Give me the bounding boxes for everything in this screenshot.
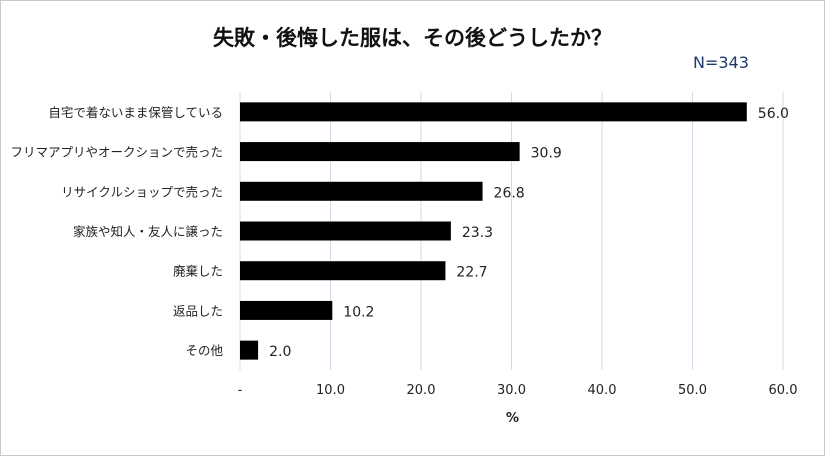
- value-label: 30.9: [531, 146, 562, 162]
- category-label: 廃棄した: [173, 264, 223, 279]
- x-tick-label: 20.0: [407, 383, 436, 398]
- category-label: リサイクルショップで売った: [61, 184, 223, 199]
- bar: [240, 221, 451, 241]
- category-label: 返品した: [173, 303, 223, 318]
- bar: [240, 340, 259, 360]
- x-tick-label: 10.0: [316, 383, 345, 398]
- category-label: 家族や知人・友人に譲った: [73, 224, 223, 239]
- bar: [240, 300, 333, 320]
- category-label: フリマアプリやオークションで売った: [10, 145, 223, 160]
- value-label: 56.0: [758, 106, 789, 122]
- value-label: 2.0: [269, 344, 291, 360]
- x-tick-label: 50.0: [678, 383, 707, 398]
- value-label: 26.8: [494, 185, 525, 201]
- bar: [240, 181, 483, 201]
- x-tick-label: 40.0: [588, 383, 617, 398]
- value-label: 22.7: [456, 265, 487, 281]
- bar: [240, 261, 446, 281]
- bar: [240, 142, 520, 162]
- category-label: 自宅で着ないまま保管している: [48, 105, 223, 120]
- x-axis-label: %: [506, 411, 519, 426]
- category-label: その他: [185, 343, 223, 358]
- value-label: 23.3: [462, 225, 493, 241]
- x-tick-label: -: [238, 383, 243, 398]
- x-tick-label: 30.0: [497, 383, 526, 398]
- bar: [240, 102, 747, 122]
- chart-title: 失敗・後悔した服は、その後どうしたか？: [213, 26, 612, 50]
- x-tick-label: 60.0: [769, 383, 798, 398]
- value-label: 10.2: [343, 304, 374, 320]
- sample-size-label: N=343: [693, 53, 749, 72]
